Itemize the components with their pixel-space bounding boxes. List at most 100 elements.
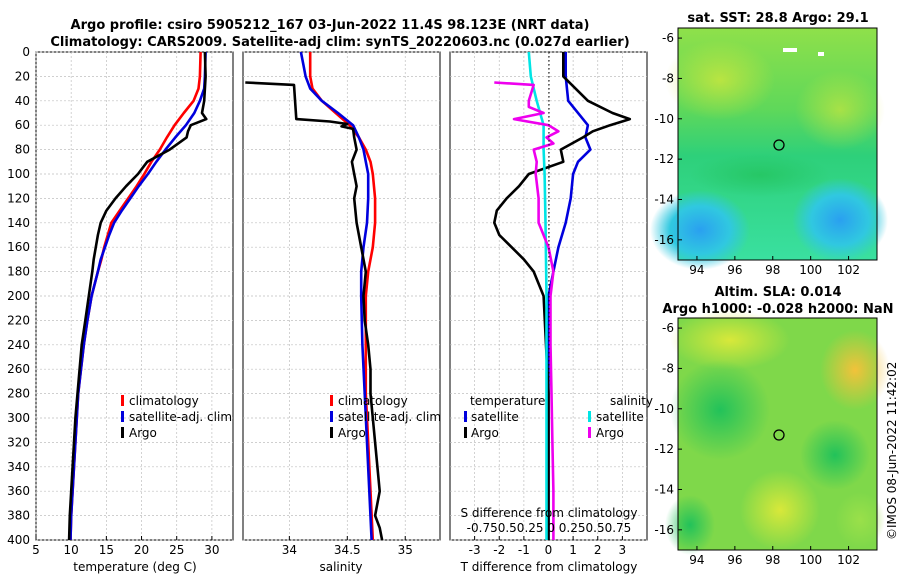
legend-temperature-title: temperature (470, 394, 545, 408)
map-lat-label: -16 (654, 233, 674, 247)
x-tick-label: 1 (569, 543, 577, 557)
title-line2: Climatology: CARS2009. Satellite-adj cli… (50, 35, 629, 50)
sdiff-tick-labels: -0.750.50.25 0 0.250.50.75 (467, 521, 632, 535)
sla-low-west (670, 360, 770, 460)
series-line-satellite-adj-clim (299, 51, 373, 541)
profile-lines (67, 51, 632, 541)
depth-tick-label: 160 (7, 240, 30, 254)
sla-map (665, 310, 890, 555)
map-lon-label: 98 (765, 263, 780, 277)
depth-tick-label: 380 (7, 509, 30, 523)
legend-argo-swatch (330, 427, 333, 438)
legend-satellite: satellite-adj. clim (129, 410, 232, 424)
sst-map-frame (677, 27, 878, 261)
legend-targo: Argo (471, 426, 499, 440)
sla-map-subtitle: Argo h1000: -0.028 h2000: NaN (662, 302, 893, 317)
x-tick-label: 3 (619, 543, 627, 557)
map-lon-label: 100 (799, 263, 822, 277)
x-tick-label: -1 (518, 543, 530, 557)
depth-tick-label: 20 (15, 69, 30, 83)
sst-green-band (690, 153, 830, 197)
x-tick-label: 10 (64, 543, 79, 557)
x-tick-label: 35 (398, 543, 413, 557)
map-lat-label: -6 (662, 31, 674, 45)
map-lat-label: -16 (654, 523, 674, 537)
legend-climatology: climatology (129, 394, 199, 408)
map-lat-label: -12 (654, 442, 674, 456)
map-lon-label: 98 (765, 553, 780, 567)
sla-mid-southeast (835, 492, 885, 548)
depth-tick-label: 40 (15, 94, 30, 108)
watermark: ©IMOS 08-Jun-2022 11:42:02 (885, 362, 899, 540)
depth-tick-label: 360 (7, 484, 30, 498)
depth-tick-label: 140 (7, 216, 30, 230)
depth-tick-label: 400 (7, 533, 30, 547)
map-lon-label: 96 (727, 263, 742, 277)
x-tick-label: 15 (99, 543, 114, 557)
title-line1: Argo profile: csiro 5905212_167 03-Jun-2… (71, 18, 590, 33)
legend-climatology: climatology (338, 394, 408, 408)
x-tick-label: 34.5 (334, 543, 361, 557)
depth-tick-label: 340 (7, 460, 30, 474)
x-tick-label: 0 (545, 543, 553, 557)
sst-map (650, 27, 888, 270)
sst-missing-data (783, 48, 797, 52)
salinity-legend: climatology satellite-adj. clim Argo (330, 394, 441, 440)
depth-tick-label: 120 (7, 191, 30, 205)
salinity-xlabel: salinity (319, 560, 362, 574)
map-lon-label: 102 (837, 553, 860, 567)
temperature-legend: climatology satellite-adj. clim Argo (121, 394, 232, 440)
sdiff-xlabel: S difference from climatology (461, 506, 638, 520)
map-lat-label: -14 (654, 482, 674, 496)
sst-map-ticks: 94 96 98 100 102 -6 -8 -10 -12 -14 -16 (654, 31, 860, 277)
x-tick-label: 25 (169, 543, 184, 557)
series-line-salinity-argo (494, 81, 560, 540)
x-tick-label: 2 (594, 543, 602, 557)
sla-high-northeast (820, 330, 890, 410)
series-line-argo (245, 81, 384, 541)
map-lat-label: -10 (654, 112, 674, 126)
depth-tick-label: 80 (15, 143, 30, 157)
x-tick-label: 20 (134, 543, 149, 557)
series-line-argo (67, 51, 208, 541)
map-lat-label: -12 (654, 152, 674, 166)
sla-high-north (670, 310, 790, 370)
map-lon-label: 94 (689, 553, 704, 567)
legend-satellite-swatch (121, 411, 124, 422)
depth-tick-label: 200 (7, 289, 30, 303)
series-line-salinity-satellite (527, 51, 548, 540)
argo-location-marker (773, 429, 785, 441)
difference-legend: temperature salinity satellite Argo sate… (464, 394, 653, 440)
depth-tick-label: 0 (22, 45, 30, 59)
map-lon-label: 100 (799, 553, 822, 567)
x-tick-label: 30 (204, 543, 219, 557)
map-lat-label: -14 (654, 192, 674, 206)
depth-tick-label: 60 (15, 118, 30, 132)
depth-axis: 0 20 40 60 80 100 120 140 160 180 200 220 240 260 280 3… (7, 45, 30, 547)
x-axis-ticks: 5 10 15 20 25 30 34 34.5 35 -3 -2 -1 0 1 2 3 (32, 536, 626, 557)
legend-ssat: satellite (596, 410, 644, 424)
legend-argo: Argo (338, 426, 366, 440)
depth-tick-label: 260 (7, 362, 30, 376)
map-lon-label: 102 (837, 263, 860, 277)
legend-satellite: satellite-adj. clim (338, 410, 441, 424)
legend-tsat-swatch (464, 411, 467, 422)
sla-map-title: Altim. SLA: 0.014 (715, 285, 842, 300)
legend-sargo-swatch (588, 427, 591, 438)
sla-map-frame (677, 317, 878, 551)
legend-ssat-swatch (588, 411, 591, 422)
x-tick-label: 34 (282, 543, 297, 557)
sla-map-ticks: 94 96 98 100 102 -6 -8 -10 -12 -14 -16 (654, 321, 860, 567)
depth-tick-label: 240 (7, 338, 30, 352)
sst-map-title: sat. SST: 28.8 Argo: 29.1 (687, 11, 868, 26)
tdiff-xlabel: T difference from climatology (460, 560, 638, 574)
argo-location-marker (773, 139, 785, 151)
sla-high-south (740, 470, 820, 550)
map-lon-label: 96 (727, 553, 742, 567)
legend-climatology-swatch (330, 395, 333, 406)
x-tick-label: 5 (32, 543, 40, 557)
x-tick-label: -2 (493, 543, 505, 557)
sst-cool-patch-east (792, 178, 888, 262)
map-lon-label: 94 (689, 263, 704, 277)
